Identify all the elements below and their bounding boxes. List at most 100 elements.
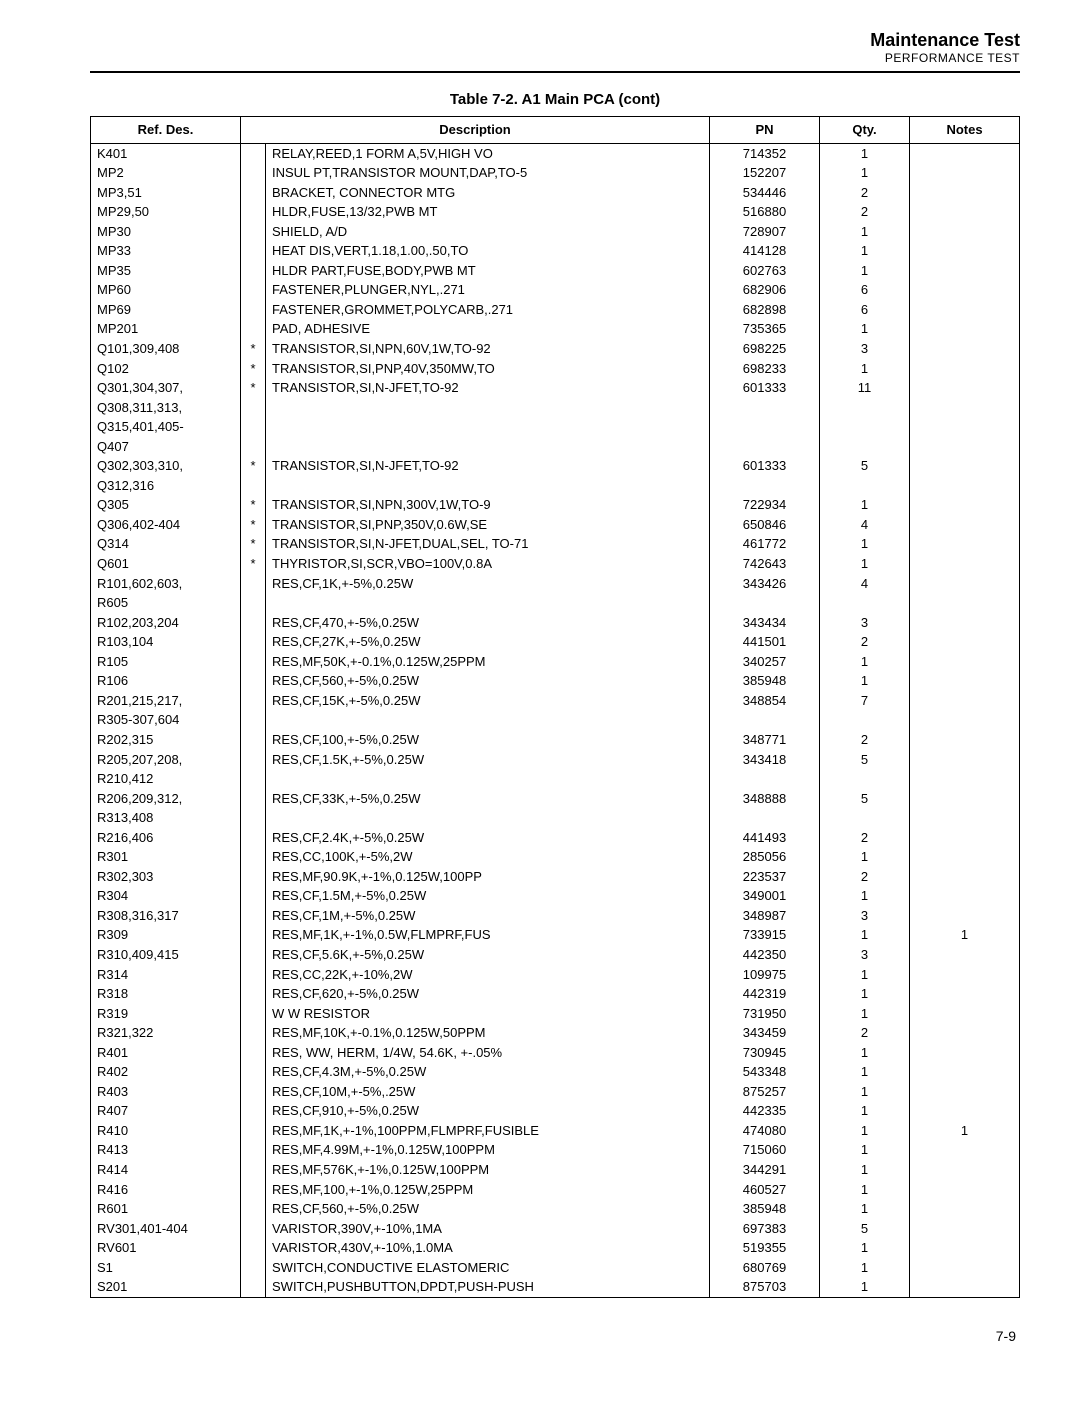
star-cell xyxy=(241,280,266,300)
notes-cell xyxy=(910,398,1020,418)
ref-cell: R103,104 xyxy=(91,632,241,652)
desc-cell: TRANSISTOR,SI,NPN,60V,1W,TO-92 xyxy=(266,339,710,359)
table-row: R101,602,603,RES,CF,1K,+-5%,0.25W3434264 xyxy=(91,574,1020,594)
pn-cell: 442319 xyxy=(710,984,820,1004)
table-body: K401RELAY,REED,1 FORM A,5V,HIGH VO714352… xyxy=(91,143,1020,1297)
qty-cell: 1 xyxy=(820,1238,910,1258)
notes-cell xyxy=(910,163,1020,183)
ref-cell: Q315,401,405- xyxy=(91,417,241,437)
pn-cell: 534446 xyxy=(710,183,820,203)
qty-cell: 2 xyxy=(820,202,910,222)
table-row: MP60FASTENER,PLUNGER,NYL,.2716829066 xyxy=(91,280,1020,300)
pn-cell: 343426 xyxy=(710,574,820,594)
qty-cell: 1 xyxy=(820,925,910,945)
ref-cell: R309 xyxy=(91,925,241,945)
pn-cell: 442335 xyxy=(710,1101,820,1121)
pn-cell: 698225 xyxy=(710,339,820,359)
table-row: Q314*TRANSISTOR,SI,N-JFET,DUAL,SEL, TO-7… xyxy=(91,534,1020,554)
notes-cell xyxy=(910,1180,1020,1200)
col-ref: Ref. Des. xyxy=(91,117,241,144)
pn-cell: 742643 xyxy=(710,554,820,574)
pn-cell: 601333 xyxy=(710,456,820,476)
table-row: R201,215,217,RES,CF,15K,+-5%,0.25W348854… xyxy=(91,691,1020,711)
pn-cell xyxy=(710,710,820,730)
notes-cell xyxy=(910,906,1020,926)
ref-cell: R313,408 xyxy=(91,808,241,828)
pn-cell: 474080 xyxy=(710,1121,820,1141)
pn-cell xyxy=(710,476,820,496)
star-cell xyxy=(241,319,266,339)
desc-cell: TRANSISTOR,SI,NPN,300V,1W,TO-9 xyxy=(266,495,710,515)
notes-cell: 1 xyxy=(910,925,1020,945)
notes-cell xyxy=(910,808,1020,828)
star-cell xyxy=(241,202,266,222)
star-cell xyxy=(241,613,266,633)
ref-cell: R308,316,317 xyxy=(91,906,241,926)
qty-cell: 1 xyxy=(820,965,910,985)
ref-cell: R414 xyxy=(91,1160,241,1180)
star-cell xyxy=(241,847,266,867)
qty-cell: 5 xyxy=(820,750,910,770)
table-row: S1SWITCH,CONDUCTIVE ELASTOMERIC6807691 xyxy=(91,1258,1020,1278)
pn-cell: 731950 xyxy=(710,1004,820,1024)
ref-cell: R314 xyxy=(91,965,241,985)
notes-cell xyxy=(910,574,1020,594)
desc-cell: FASTENER,GROMMET,POLYCARB,.271 xyxy=(266,300,710,320)
star-cell xyxy=(241,1219,266,1239)
star-cell xyxy=(241,1140,266,1160)
ref-cell: R318 xyxy=(91,984,241,1004)
table-row: R318RES,CF,620,+-5%,0.25W4423191 xyxy=(91,984,1020,1004)
pn-cell: 875703 xyxy=(710,1277,820,1297)
star-cell xyxy=(241,1180,266,1200)
ref-cell: Q302,303,310, xyxy=(91,456,241,476)
table-row: R601RES,CF,560,+-5%,0.25W3859481 xyxy=(91,1199,1020,1219)
qty-cell xyxy=(820,710,910,730)
desc-cell: W W RESISTOR xyxy=(266,1004,710,1024)
qty-cell: 1 xyxy=(820,984,910,1004)
pn-cell: 543348 xyxy=(710,1062,820,1082)
notes-cell xyxy=(910,280,1020,300)
qty-cell xyxy=(820,398,910,418)
header-title: Maintenance Test xyxy=(90,30,1020,51)
table-row: R305-307,604 xyxy=(91,710,1020,730)
ref-cell: R305-307,604 xyxy=(91,710,241,730)
desc-cell: HEAT DIS,VERT,1.18,1.00,.50,TO xyxy=(266,241,710,261)
notes-cell xyxy=(910,339,1020,359)
table-row: R403RES,CF,10M,+-5%,.25W8752571 xyxy=(91,1082,1020,1102)
desc-cell: RES,CF,100,+-5%,0.25W xyxy=(266,730,710,750)
desc-cell: HLDR PART,FUSE,BODY,PWB MT xyxy=(266,261,710,281)
qty-cell: 1 xyxy=(820,1140,910,1160)
pn-cell: 682898 xyxy=(710,300,820,320)
ref-cell: Q306,402-404 xyxy=(91,515,241,535)
desc-cell: THYRISTOR,SI,SCR,VBO=100V,0.8A xyxy=(266,554,710,574)
ref-cell: R601 xyxy=(91,1199,241,1219)
pn-cell: 698233 xyxy=(710,359,820,379)
desc-cell: RES,MF,50K,+-0.1%,0.125W,25PPM xyxy=(266,652,710,672)
notes-cell xyxy=(910,1219,1020,1239)
star-cell xyxy=(241,710,266,730)
table-row: Q407 xyxy=(91,437,1020,457)
pn-cell: 460527 xyxy=(710,1180,820,1200)
qty-cell xyxy=(820,417,910,437)
desc-cell xyxy=(266,593,710,613)
star-cell xyxy=(241,1277,266,1297)
notes-cell xyxy=(910,261,1020,281)
qty-cell: 2 xyxy=(820,867,910,887)
pn-cell: 728907 xyxy=(710,222,820,242)
star-cell xyxy=(241,906,266,926)
notes-cell xyxy=(910,554,1020,574)
ref-cell: MP33 xyxy=(91,241,241,261)
desc-cell xyxy=(266,769,710,789)
ref-cell: RV301,401-404 xyxy=(91,1219,241,1239)
table-row: Q315,401,405- xyxy=(91,417,1020,437)
qty-cell: 3 xyxy=(820,613,910,633)
qty-cell: 6 xyxy=(820,300,910,320)
notes-cell xyxy=(910,222,1020,242)
notes-cell xyxy=(910,202,1020,222)
star-cell xyxy=(241,789,266,809)
table-row: R310,409,415RES,CF,5.6K,+-5%,0.25W442350… xyxy=(91,945,1020,965)
star-cell xyxy=(241,750,266,770)
notes-cell xyxy=(910,319,1020,339)
desc-cell: RES,CF,1K,+-5%,0.25W xyxy=(266,574,710,594)
desc-cell: RES,CF,470,+-5%,0.25W xyxy=(266,613,710,633)
